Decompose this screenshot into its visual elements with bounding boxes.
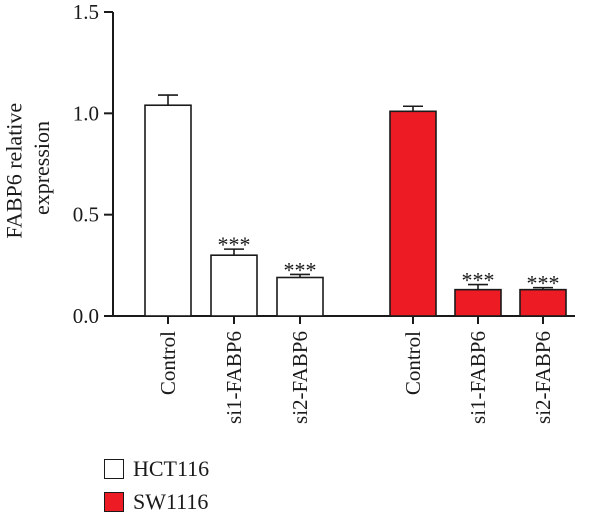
bar	[276, 276, 324, 317]
legend-label-sw1116: SW1116	[133, 489, 209, 514]
bar	[454, 288, 502, 317]
bar-chart: FABP6 relative expression 0.0 0.5 1.0 1.5 Co…	[2, 0, 575, 424]
legend-swatch-hct116	[104, 459, 124, 479]
x-tick-label: si2-FABP6	[531, 331, 555, 424]
y-tick-label: 0.0	[73, 304, 99, 328]
x-tick-label: si1-FABP6	[466, 331, 490, 424]
plot-area: 0.0 0.5 1.0 1.5 Control *** si1-FABP6 *** si2-FA…	[73, 0, 575, 424]
legend-item-hct116: HCT116	[104, 456, 209, 482]
y-tick-label: 0.5	[73, 203, 99, 227]
x-tick-label: si2-FABP6	[288, 331, 312, 424]
x-tick-label: si1-FABP6	[222, 331, 246, 424]
significance-label: ***	[462, 268, 495, 293]
bar	[210, 254, 258, 317]
legend-item-sw1116: SW1116	[104, 489, 208, 515]
legend-label-hct116: HCT116	[133, 456, 210, 481]
legend-swatch-sw1116	[104, 492, 124, 512]
bar	[389, 110, 437, 317]
significance-label: ***	[284, 257, 317, 282]
significance-label: ***	[527, 271, 560, 296]
y-tick-label: 1.0	[73, 101, 99, 125]
significance-label: ***	[218, 232, 251, 257]
x-tick-label: Control	[401, 331, 425, 395]
y-tick-label: 1.5	[73, 0, 99, 24]
x-tick-label: Control	[156, 331, 180, 395]
y-axis-label: FABP6 relative expression	[2, 97, 55, 238]
bar	[144, 104, 192, 317]
